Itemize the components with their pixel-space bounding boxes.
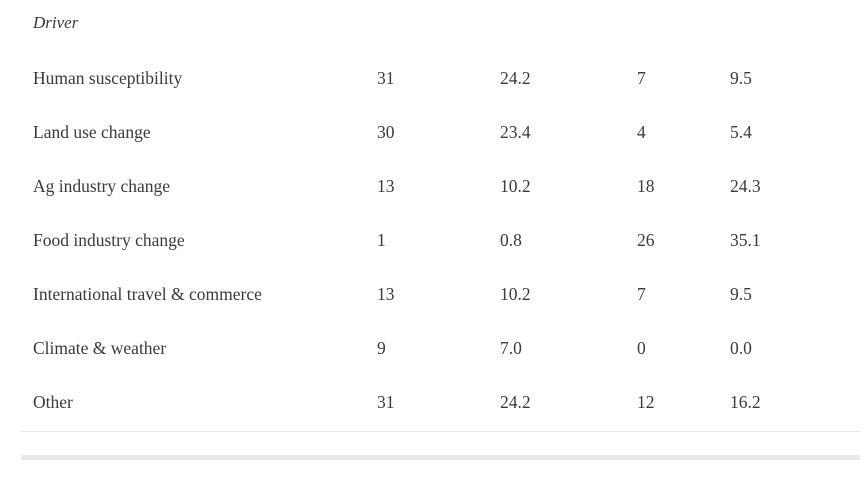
- horizontal-scrollbar[interactable]: [21, 455, 860, 460]
- value-2: 10.2: [500, 283, 531, 304]
- value-2: 0.8: [500, 229, 522, 250]
- driver-name: Climate & weather: [33, 337, 167, 358]
- driver-name: Other: [33, 391, 73, 412]
- value-4: 0.0: [730, 337, 752, 358]
- column-header-driver: Driver: [33, 13, 79, 32]
- table-row: Food industry change 1 0.8 26 35.1: [0, 213, 865, 267]
- value-1: 9: [377, 337, 386, 358]
- driver-name: International travel & commerce: [33, 283, 262, 304]
- value-1: 30: [377, 121, 395, 142]
- value-1: 1: [377, 229, 386, 250]
- value-3: 7: [637, 283, 646, 304]
- value-3: 26: [637, 229, 655, 250]
- value-3: 18: [637, 175, 655, 196]
- value-4: 9.5: [730, 67, 752, 88]
- value-4: 9.5: [730, 283, 752, 304]
- value-1: 13: [377, 175, 395, 196]
- table-bottom-border: [21, 431, 860, 432]
- value-3: 0: [637, 337, 646, 358]
- value-1: 31: [377, 67, 395, 88]
- value-4: 35.1: [730, 229, 761, 250]
- value-3: 7: [637, 67, 646, 88]
- value-4: 24.3: [730, 175, 761, 196]
- value-4: 5.4: [730, 121, 752, 142]
- table-body: Human susceptibility 31 24.2 7 9.5 Land …: [0, 51, 865, 429]
- table-row: Land use change 30 23.4 4 5.4: [0, 105, 865, 159]
- value-1: 13: [377, 283, 395, 304]
- driver-name: Food industry change: [33, 229, 185, 250]
- driver-name: Land use change: [33, 121, 151, 142]
- value-2: 23.4: [500, 121, 531, 142]
- table-row: Climate & weather 9 7.0 0 0.0: [0, 321, 865, 375]
- value-2: 7.0: [500, 337, 522, 358]
- driver-name: Ag industry change: [33, 175, 171, 196]
- table-row: Other 31 24.2 12 16.2: [0, 375, 865, 429]
- value-3: 12: [637, 391, 655, 412]
- value-3: 4: [637, 121, 646, 142]
- value-4: 16.2: [730, 391, 761, 412]
- value-2: 24.2: [500, 67, 531, 88]
- value-2: 10.2: [500, 175, 531, 196]
- table-row: Ag industry change 13 10.2 18 24.3: [0, 159, 865, 213]
- value-1: 31: [377, 391, 395, 412]
- driver-name: Human susceptibility: [33, 67, 183, 88]
- table-row: Human susceptibility 31 24.2 7 9.5: [0, 51, 865, 105]
- table-row: International travel & commerce 13 10.2 …: [0, 267, 865, 321]
- value-2: 24.2: [500, 391, 531, 412]
